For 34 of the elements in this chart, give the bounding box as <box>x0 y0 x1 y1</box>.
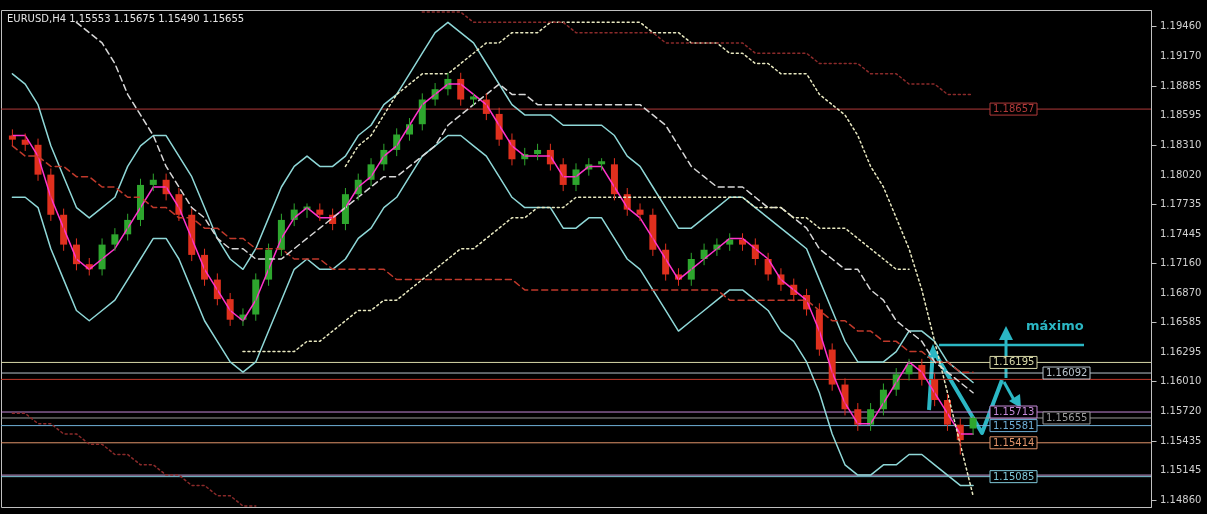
ref-line-label: 1.16195 <box>993 356 1035 368</box>
line-series <box>11 412 257 507</box>
y-tick-label: 1.17160 <box>1160 257 1202 269</box>
y-tick-label: 1.18595 <box>1160 109 1202 121</box>
y-tick-label: 1.16870 <box>1160 286 1202 298</box>
line-series <box>344 21 974 497</box>
y-tick-label: 1.18020 <box>1160 168 1202 180</box>
ref-line-label: 1.18657 <box>993 103 1035 115</box>
line-series <box>11 134 974 487</box>
y-tick-label: 1.15720 <box>1160 405 1202 417</box>
ref-line-label: 1.15414 <box>993 436 1035 448</box>
candlestick <box>470 92 478 107</box>
ref-line-label: 1.15713 <box>993 406 1035 418</box>
ref-line-label: 1.15581 <box>993 419 1035 431</box>
y-tick-label: 1.16295 <box>1160 346 1202 358</box>
ref-line-label: 1.15085 <box>993 470 1035 482</box>
y-tick-label: 1.19170 <box>1160 50 1202 62</box>
y-tick-label: 1.14860 <box>1160 493 1202 505</box>
line-series <box>421 11 974 96</box>
y-tick-label: 1.17735 <box>1160 197 1202 209</box>
text: máximo <box>1026 318 1084 333</box>
y-tick-label: 1.15145 <box>1160 464 1202 476</box>
y-tick-label: 1.15435 <box>1160 434 1202 446</box>
line-series <box>242 196 910 353</box>
y-tick-label: 1.17445 <box>1160 227 1202 239</box>
y-tick-label: 1.19460 <box>1160 20 1202 32</box>
ref-line-label: 1.16092 <box>1046 367 1088 379</box>
chart-title: EURUSD,H4 1.15553 1.15675 1.15490 1.15655 <box>7 13 245 24</box>
ref-line-label: 1.15655 <box>1046 411 1088 423</box>
line-series <box>11 145 974 373</box>
y-tick-label: 1.18885 <box>1160 79 1202 91</box>
y-tick-label: 1.16010 <box>1160 375 1202 387</box>
y-tick-label: 1.16585 <box>1160 316 1202 328</box>
y-tick-label: 1.18310 <box>1160 138 1202 150</box>
